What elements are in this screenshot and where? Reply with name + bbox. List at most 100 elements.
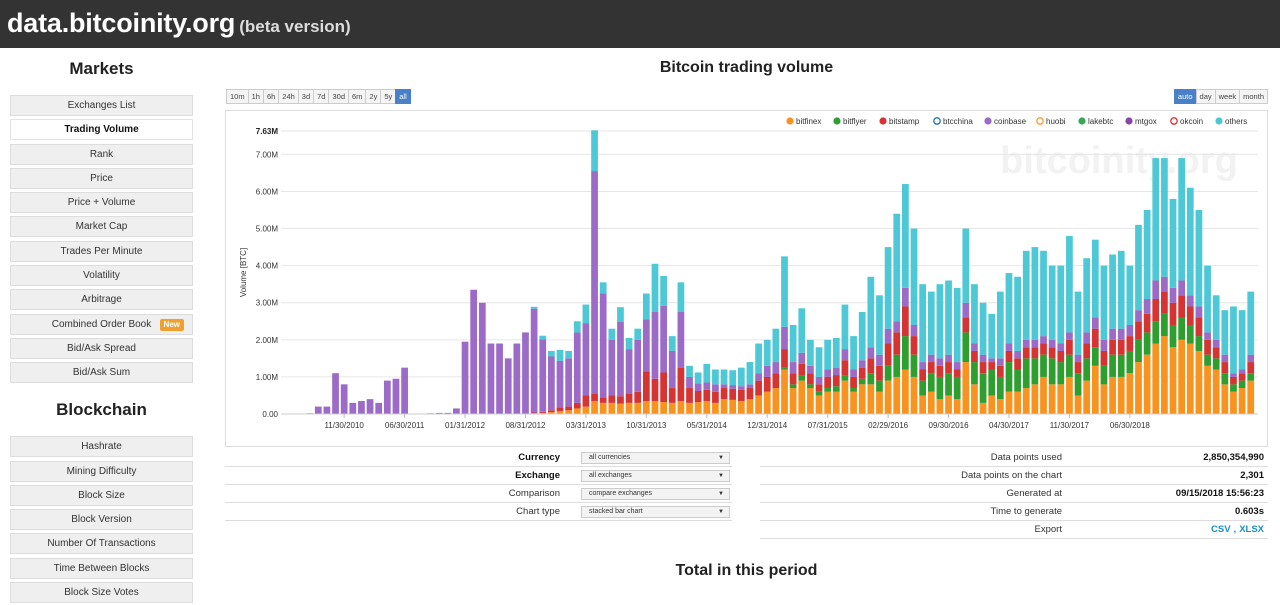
sidebar-item-trading-volume[interactable]: Trading Volume	[10, 119, 193, 141]
bar-segment-bitstamp[interactable]	[591, 393, 598, 402]
bar-segment-others[interactable]	[884, 247, 892, 329]
bar-segment-bitfinex[interactable]	[910, 376, 918, 414]
bar-segment-bitfinex[interactable]	[876, 391, 883, 414]
bar-segment-others[interactable]	[573, 321, 581, 333]
bar-segment-others[interactable]	[893, 213, 901, 322]
bar-segment-bitstamp[interactable]	[927, 362, 935, 374]
bar-segment-bitfinex[interactable]	[1230, 391, 1237, 414]
bar-segment-bitstamp[interactable]	[1066, 339, 1073, 355]
bar-segment-others[interactable]	[1091, 239, 1099, 318]
bar-segment-coinbase[interactable]	[988, 358, 996, 363]
bar-segment-bitstamp[interactable]	[582, 395, 590, 407]
bar-segment-coinbase[interactable]	[478, 302, 486, 414]
bar-segment-bitflyer[interactable]	[1109, 354, 1116, 377]
bar-segment-bitflyer[interactable]	[910, 354, 918, 377]
bar-segment-coinbase[interactable]	[565, 358, 573, 407]
bar-segment-bitstamp[interactable]	[1230, 376, 1237, 385]
bar-segment-others[interactable]	[599, 282, 607, 294]
bar-segment-coinbase[interactable]	[340, 384, 348, 414]
bar-segment-bitfinex[interactable]	[712, 402, 719, 414]
sidebar-item-volatility[interactable]: Volatility	[10, 265, 193, 287]
bar-segment-others[interactable]	[945, 280, 952, 355]
bar-segment-coinbase[interactable]	[1014, 350, 1021, 359]
bar-segment-bitflyer[interactable]	[1212, 358, 1220, 370]
bar-segment-bitstamp[interactable]	[642, 371, 650, 402]
bar-segment-others[interactable]	[1221, 310, 1229, 355]
bar-segment-bitstamp[interactable]	[634, 391, 642, 403]
bar-segment-bitflyer[interactable]	[1074, 373, 1082, 396]
bar-segment-coinbase[interactable]	[487, 343, 495, 414]
bar-segment-coinbase[interactable]	[599, 293, 607, 398]
legend-item-bitstamp[interactable]: bitstamp	[879, 117, 920, 126]
bar-segment-others[interactable]	[746, 362, 754, 385]
sidebar-item-block-size-votes[interactable]: Block Size Votes	[10, 582, 193, 604]
bar-segment-bitflyer[interactable]	[884, 365, 892, 381]
time-button-24h[interactable]: 24h	[278, 89, 299, 104]
bar-segment-bitstamp[interactable]	[1117, 339, 1125, 355]
legend-item-bitfinex[interactable]: bitfinex	[786, 117, 821, 126]
bar-segment-bitstamp[interactable]	[1100, 350, 1108, 366]
bar-segment-others[interactable]	[1247, 291, 1255, 355]
bar-segment-bitfinex[interactable]	[591, 401, 598, 414]
bar-segment-bitstamp[interactable]	[789, 373, 797, 385]
bar-segment-bitfinex[interactable]	[1161, 336, 1168, 414]
bar-segment-coinbase[interactable]	[1022, 339, 1030, 348]
bar-segment-others[interactable]	[729, 370, 737, 386]
bar-segment-others[interactable]	[1083, 258, 1091, 333]
bar-segment-bitflyer[interactable]	[1005, 362, 1013, 392]
bar-segment-bitstamp[interactable]	[1169, 302, 1177, 325]
bar-segment-others[interactable]	[815, 347, 823, 377]
bar-segment-bitstamp[interactable]	[746, 388, 754, 400]
bar-segment-coinbase[interactable]	[358, 401, 365, 414]
bar-segment-bitstamp[interactable]	[798, 363, 806, 376]
bar-segment-bitflyer[interactable]	[1169, 324, 1177, 348]
bar-segment-coinbase[interactable]	[858, 360, 866, 368]
bar-segment-coinbase[interactable]	[539, 339, 547, 412]
bar-segment-bitfinex[interactable]	[599, 402, 607, 414]
bar-segment-coinbase[interactable]	[1091, 317, 1099, 329]
bar-segment-coinbase[interactable]	[841, 349, 849, 361]
bar-segment-bitstamp[interactable]	[1178, 295, 1186, 318]
bar-segment-bitflyer[interactable]	[867, 373, 875, 385]
bar-segment-bitstamp[interactable]	[1212, 347, 1220, 359]
bar-segment-others[interactable]	[1022, 250, 1030, 340]
bar-segment-others[interactable]	[591, 130, 598, 172]
bar-segment-others[interactable]	[677, 282, 685, 312]
bar-segment-bitfinex[interactable]	[798, 380, 806, 414]
bar-segment-bitfinex[interactable]	[1212, 369, 1220, 414]
bar-segment-bitfinex[interactable]	[936, 399, 944, 414]
bar-segment-bitflyer[interactable]	[1066, 354, 1073, 377]
sidebar-item-exchanges-list[interactable]: Exchanges List	[10, 95, 193, 116]
bar-segment-coinbase[interactable]	[1126, 324, 1134, 337]
bar-segment-coinbase[interactable]	[936, 358, 944, 366]
bar-segment-coinbase[interactable]	[548, 356, 555, 411]
bar-segment-bitfinex[interactable]	[815, 395, 823, 414]
bar-segment-coinbase[interactable]	[582, 323, 590, 396]
sidebar-item-time-between-blocks[interactable]: Time Between Blocks	[10, 557, 193, 579]
bar-segment-bitstamp[interactable]	[910, 336, 918, 355]
bar-segment-coinbase[interactable]	[1005, 343, 1013, 351]
bar-segment-others[interactable]	[556, 349, 564, 361]
bar-segment-coinbase[interactable]	[884, 328, 892, 344]
bar-segment-bitstamp[interactable]	[1135, 321, 1142, 340]
bar-segment-bitstamp[interactable]	[712, 391, 719, 403]
sidebar-item-block-version[interactable]: Block Version	[10, 509, 193, 531]
bar-segment-coinbase[interactable]	[1048, 339, 1056, 348]
bar-segment-coinbase[interactable]	[314, 406, 322, 414]
bar-segment-others[interactable]	[530, 306, 538, 309]
bar-segment-others[interactable]	[902, 184, 909, 288]
bar-segment-others[interactable]	[936, 284, 944, 359]
bar-segment-bitfinex[interactable]	[1083, 380, 1091, 414]
bar-segment-bitflyer[interactable]	[789, 384, 797, 389]
bar-segment-coinbase[interactable]	[453, 408, 460, 414]
time-button-2y[interactable]: 2y	[365, 89, 382, 104]
time-button-10m[interactable]: 10m	[226, 89, 249, 104]
bar-segment-bitflyer[interactable]	[988, 369, 996, 396]
bar-segment-coinbase[interactable]	[850, 369, 857, 377]
bar-segment-others[interactable]	[953, 287, 961, 363]
bar-segment-bitstamp[interactable]	[1247, 362, 1255, 374]
bar-segment-others[interactable]	[617, 307, 624, 323]
bar-segment-bitstamp[interactable]	[1031, 347, 1039, 359]
bar-segment-bitstamp[interactable]	[1005, 350, 1013, 363]
bar-segment-bitfinex[interactable]	[1186, 343, 1194, 414]
